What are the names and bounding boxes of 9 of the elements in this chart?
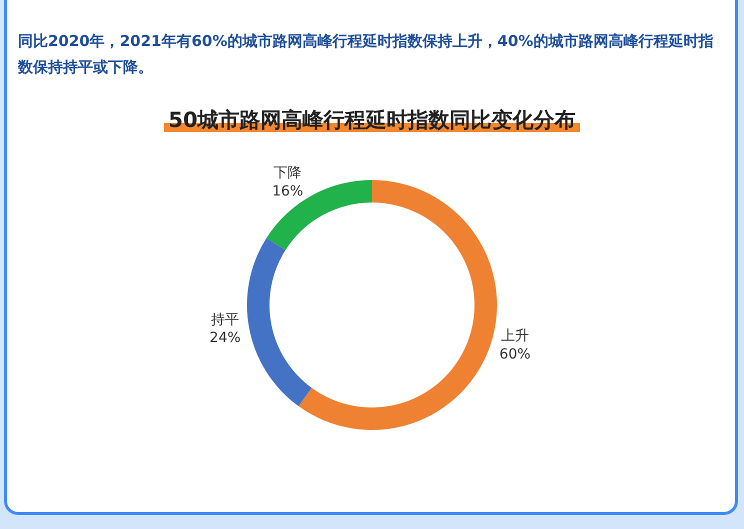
slice-label: 持平: [211, 312, 240, 328]
donut-slice: [247, 238, 312, 406]
slice-label: 下降: [274, 165, 302, 182]
data-label: 16%: [272, 183, 304, 200]
slice-label: 上升: [500, 328, 529, 344]
data-label: 24%: [210, 330, 241, 346]
donut-slice: [266, 180, 372, 250]
chart-subtitle: 同比2020年，2021年有60%的城市路网高峰行程延时指数保持上升，40%的城市路网高峰行程延时指数保持持平或下降。: [18, 31, 714, 78]
data-label: 60%: [499, 346, 531, 362]
